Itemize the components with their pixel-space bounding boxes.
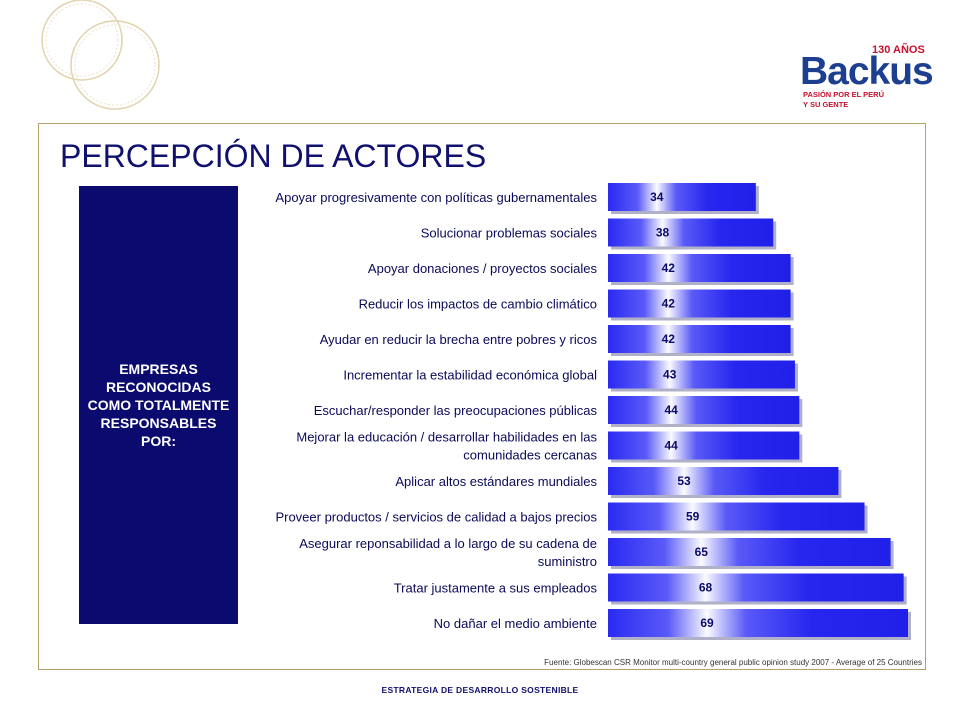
bar — [608, 183, 756, 211]
bar — [608, 396, 800, 424]
bar-value-label: 44 — [664, 439, 678, 453]
bar-value-label: 34 — [650, 190, 664, 204]
bar — [608, 609, 908, 637]
bar — [608, 325, 791, 353]
source-note: Fuente: Globescan CSR Monitor multi-coun… — [544, 658, 922, 667]
logo-tagline-line1: PASIÓN POR EL PERÚ — [803, 90, 884, 99]
bar-row: 42 Apoyar donaciones / proyectos sociales — [368, 254, 794, 285]
category-label: No dañar el medio ambiente — [434, 616, 597, 631]
category-label: Ayudar en reducir la brecha entre pobres… — [320, 332, 598, 347]
bar-value-label: 53 — [677, 474, 691, 488]
bar — [608, 502, 865, 531]
content-frame — [38, 123, 926, 670]
bar-row: 38 Solucionar problemas sociales — [421, 218, 777, 250]
logo-anniversary: 130 AÑOS — [872, 44, 925, 56]
sidebar-panel: EMPRESAS RECONOCIDAS COMO TOTALMENTE RES… — [79, 186, 238, 624]
bar-value-label: 42 — [662, 261, 676, 275]
bar — [608, 467, 839, 495]
bar-row: 68 Tratar justamente a sus empleados — [394, 573, 907, 605]
bar — [608, 218, 774, 247]
bar-row: 69 No dañar el medio ambiente — [434, 609, 911, 640]
category-label: Solucionar problemas sociales — [421, 226, 598, 241]
category-label: Apoyar progresivamente con políticas gub… — [275, 190, 597, 205]
bar-row: 59 Proveer productos / servicios de calid… — [275, 502, 868, 534]
bar-value-label: 38 — [656, 226, 670, 240]
bar-row: 42 Ayudar en reducir la brecha entre pobr… — [320, 325, 794, 356]
bar — [608, 538, 891, 566]
category-label: Apoyar donaciones / proyectos sociales — [368, 261, 598, 276]
brand-logo: 130 AÑOS Backus PASIÓN POR EL PERÚ Y SU … — [800, 44, 934, 109]
bar — [608, 431, 800, 460]
category-label: Reducir los impactos de cambio climático — [359, 297, 597, 312]
bar-value-label: 69 — [700, 616, 714, 630]
bar-row: 65 Asegurar reponsabilidad a lo largo de … — [299, 536, 894, 569]
bar-row: 42 Reducir los impactos de cambio climáti… — [359, 289, 794, 321]
bar-value-label: 65 — [695, 545, 709, 559]
bar — [608, 573, 904, 602]
bar-row: 34 Apoyar progresivamente con políticas g… — [275, 183, 759, 214]
bar-value-label: 68 — [699, 581, 713, 595]
category-label: Asegurar reponsabilidad a lo largo de su… — [299, 536, 597, 551]
bar-row: 44 Mejorar la educación / desarrollar hab… — [296, 430, 803, 463]
category-label: Incrementar la estabilidad económica glo… — [343, 368, 597, 383]
bar-row: 53 Aplicar altos estándares mundiales — [395, 467, 842, 498]
category-label: Tratar justamente a sus empleados — [394, 581, 598, 596]
bar-value-label: 43 — [663, 368, 677, 382]
footer-text: ESTRATEGIA DE DESARROLLO SOSTENIBLE — [381, 685, 579, 695]
logo-tagline-line2: Y SU GENTE — [803, 100, 849, 109]
category-label: Proveer productos / servicios de calidad… — [275, 510, 597, 525]
bar — [608, 254, 791, 282]
bar-row: 43 Incrementar la estabilidad económica g… — [343, 360, 798, 392]
bar-row: 44 Escuchar/responder las preocupaciones … — [314, 396, 803, 427]
page-title: PERCEPCIÓN DE ACTORES — [60, 138, 487, 174]
category-label: Escuchar/responder las preocupaciones pú… — [314, 403, 598, 418]
sidebar-label: EMPRESAS RECONOCIDAS COMO TOTALMENTE RES… — [87, 361, 230, 449]
bar-value-label: 42 — [662, 332, 676, 346]
category-label: comunidades cercanas — [463, 448, 597, 463]
category-label: Aplicar altos estándares mundiales — [395, 474, 597, 489]
bar-value-label: 59 — [686, 510, 700, 524]
bar — [608, 289, 791, 318]
bar — [608, 360, 795, 389]
category-label: Mejorar la educación / desarrollar habil… — [296, 430, 597, 445]
bar-value-label: 42 — [662, 297, 676, 311]
decorative-circles — [41, 0, 160, 110]
bar-value-label: 44 — [664, 403, 678, 417]
category-label: suministro — [538, 554, 597, 569]
bars-layer: 34 Apoyar progresivamente con políticas g… — [275, 183, 911, 640]
logo-brand: Backus — [800, 50, 934, 93]
